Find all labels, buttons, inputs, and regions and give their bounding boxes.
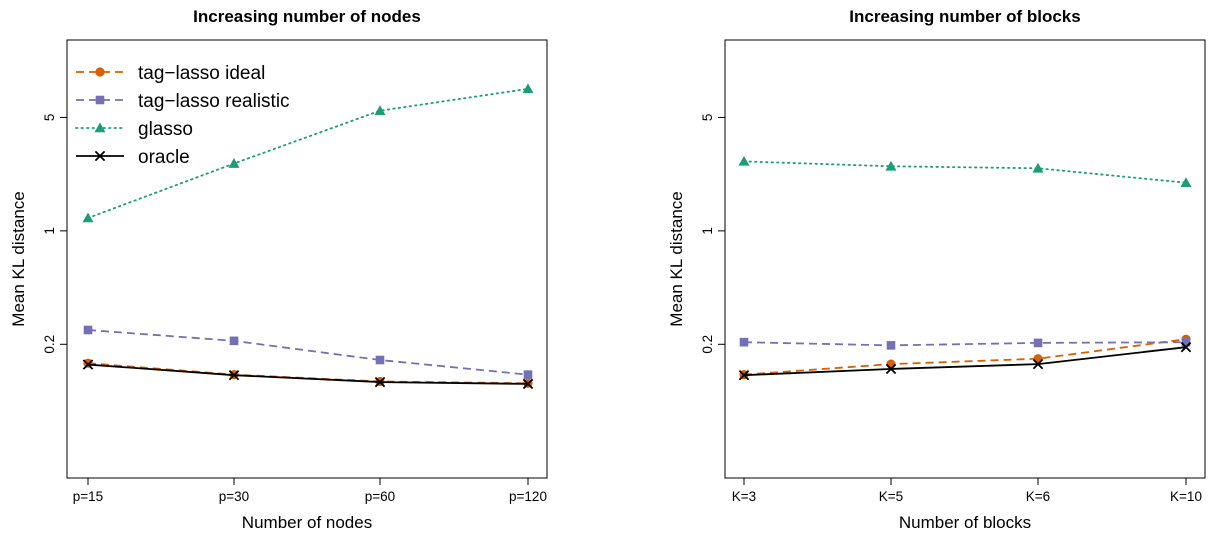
series-line	[743, 160, 1187, 184]
data-point	[1032, 162, 1044, 173]
data-point	[886, 359, 896, 369]
legend-marker	[94, 122, 106, 133]
x-tick-label: K=6	[1026, 489, 1050, 504]
series-line	[743, 338, 1187, 376]
series-3	[82, 359, 534, 390]
data-point	[83, 325, 93, 335]
legend-marker	[95, 67, 105, 77]
data-point	[375, 355, 385, 365]
data-point	[1032, 358, 1044, 370]
legend-label: glasso	[138, 119, 193, 140]
legend-item: tag−lasso ideal	[76, 63, 265, 84]
y-tick-label: 5	[42, 114, 57, 122]
y-tick-label: 5	[700, 114, 715, 122]
panel-blocks: Increasing number of blocks Number of bl…	[667, 7, 1206, 532]
ticks: 0.2 1 5 K=3 K=5 K=6 K=10	[700, 114, 1202, 504]
series-line	[87, 87, 529, 219]
data-point	[523, 370, 533, 379]
series-line	[87, 329, 529, 376]
chart-title: Increasing number of nodes	[193, 7, 421, 26]
data-point	[738, 369, 750, 381]
x-tick-label: p=15	[73, 489, 103, 504]
data-point	[886, 341, 896, 350]
y-axis-label: Mean KL distance	[667, 191, 686, 326]
panel-nodes: Increasing number of nodes Number of nod…	[9, 7, 548, 532]
x-axis-label: Number of nodes	[242, 513, 372, 532]
data-point	[1180, 177, 1192, 188]
legend-label: oracle	[138, 147, 190, 168]
series-2	[738, 155, 1192, 188]
legend-label: tag−lasso ideal	[138, 63, 265, 84]
data-point	[738, 155, 750, 166]
x-tick-label: p=120	[509, 489, 547, 504]
y-tick-label: 0.2	[700, 335, 715, 354]
legend-item: oracle	[76, 147, 190, 168]
series-2	[82, 83, 534, 223]
series-line	[743, 341, 1187, 347]
data-point	[228, 369, 240, 381]
x-tick-label: p=30	[219, 489, 249, 504]
legend-marker	[95, 95, 105, 105]
data-point	[228, 158, 240, 168]
ticks: 0.2 1 5 p=15 p=30 p=60 p=120	[42, 114, 547, 504]
y-axis-label: Mean KL distance	[9, 191, 28, 326]
data-point	[885, 363, 897, 375]
series-3	[738, 341, 1192, 381]
legend-marker	[94, 150, 106, 162]
data-point	[522, 378, 534, 390]
series-line	[743, 346, 1187, 377]
data-point	[1180, 341, 1192, 353]
data-point	[522, 83, 534, 94]
data-point	[229, 336, 239, 346]
data-point	[739, 337, 749, 347]
x-tick-label: K=10	[1170, 489, 1202, 504]
legend-item: tag−lasso realistic	[76, 91, 290, 112]
plot-frame	[66, 39, 548, 479]
x-tick-label: K=3	[732, 489, 756, 504]
data-point	[82, 359, 94, 370]
x-tick-label: K=5	[879, 489, 903, 504]
data-point	[82, 212, 94, 223]
data-point	[374, 105, 386, 116]
legend-label: tag−lasso realistic	[138, 91, 290, 112]
series-layer	[82, 83, 534, 390]
series-line	[87, 362, 529, 385]
legend-item: glasso	[75, 119, 193, 140]
legend: tag−lasso ideal tag−lasso realistic glasso…	[75, 63, 290, 168]
chart-title: Increasing number of blocks	[849, 7, 1080, 26]
data-point	[83, 358, 93, 368]
data-point	[1033, 338, 1043, 348]
data-point	[374, 376, 386, 388]
series-line	[87, 363, 529, 385]
series-1	[739, 337, 1191, 350]
series-layer	[738, 155, 1192, 381]
x-tick-label: p=60	[365, 489, 395, 504]
y-tick-label: 1	[700, 227, 715, 235]
data-point	[1181, 337, 1191, 347]
x-axis-label: Number of blocks	[899, 513, 1031, 532]
data-point	[885, 160, 897, 171]
y-tick-label: 1	[42, 227, 57, 235]
series-1	[83, 325, 533, 379]
plot-frame	[724, 39, 1206, 479]
y-tick-label: 0.2	[42, 335, 57, 354]
